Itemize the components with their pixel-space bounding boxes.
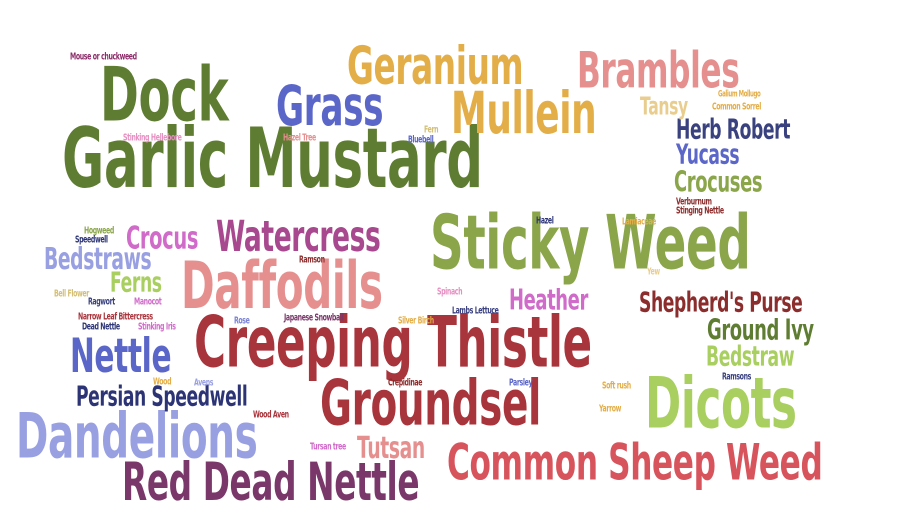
word: Bluebell — [408, 133, 434, 145]
word: Parsley — [509, 376, 533, 388]
word: Groundsel — [320, 367, 542, 440]
word: Hazel — [536, 214, 554, 226]
word: Japanese Snowball — [284, 311, 344, 323]
word: Manocot — [134, 295, 162, 307]
word: Speedwell — [75, 233, 108, 245]
word: Fern — [424, 123, 439, 135]
word: Avens — [194, 376, 214, 388]
word: Red Dead Nettle — [122, 451, 420, 513]
word: Sticky Weed — [430, 199, 751, 288]
word: Common Sheep Weed — [447, 434, 823, 492]
word: Bedstraw — [706, 341, 795, 373]
word: Nettle — [70, 328, 172, 384]
word: Mullein — [451, 79, 597, 147]
word: Dicots — [645, 363, 797, 445]
word: Ground Ivy — [707, 314, 814, 347]
word: Daffodils — [181, 249, 383, 324]
word: Garlic Mustard — [62, 110, 483, 207]
word: Tursan tree — [310, 440, 346, 452]
word: Wood Aven — [253, 408, 289, 420]
word: Dandelions — [16, 400, 258, 473]
word: Stinging Nettle — [676, 204, 724, 216]
word: Common Sorrel — [712, 100, 762, 112]
word: Crocus — [126, 219, 199, 256]
word: Persian Speedwell — [76, 381, 248, 413]
word: Herb Robert — [676, 114, 791, 146]
word: Wood — [153, 375, 172, 387]
word: Galium Mollugo — [718, 88, 761, 99]
word: Lamiaceae — [622, 215, 656, 227]
word: Bedstraws — [44, 241, 152, 277]
word: Soft rush — [602, 379, 631, 391]
word: Lambs Lettuce — [452, 304, 499, 316]
word: Mouse or chuckweed — [70, 50, 137, 62]
word: Dead Nettle — [82, 320, 120, 332]
word: Tutsan — [357, 430, 425, 466]
word: Yucass — [676, 139, 740, 171]
word: Grass — [276, 75, 384, 139]
word: Hogweed — [84, 224, 114, 236]
word: Silver Birch — [398, 314, 434, 326]
word: Ramsons — [722, 370, 751, 382]
word: Shepherd's Purse — [639, 287, 803, 319]
word: Dock — [100, 51, 229, 140]
word: Ferns — [110, 267, 162, 299]
word: Heather — [509, 284, 588, 317]
word: Hazel Tree — [283, 131, 316, 143]
word: Narrow Leaf Bittercress — [78, 310, 153, 322]
word: Stinking Iris — [138, 320, 176, 332]
word: Bell Flower — [54, 287, 89, 299]
word: Yew — [647, 265, 660, 277]
word: Ramson — [299, 253, 325, 265]
word: Watercress — [216, 212, 381, 263]
word: Crocuses — [674, 166, 763, 199]
word: Stinking Hellebore — [123, 131, 182, 143]
word: Yarrow — [599, 402, 622, 414]
word: Crepidinae — [388, 376, 423, 388]
word: Tansy — [640, 90, 688, 121]
word: Verburnum — [676, 195, 712, 207]
word: Rose — [234, 314, 250, 326]
word: Brambles — [577, 42, 740, 100]
word: Creeping Thistle — [194, 302, 592, 384]
word: Spinach — [437, 285, 463, 297]
word: Geranium — [347, 35, 524, 97]
word: Ragwort — [88, 295, 115, 307]
